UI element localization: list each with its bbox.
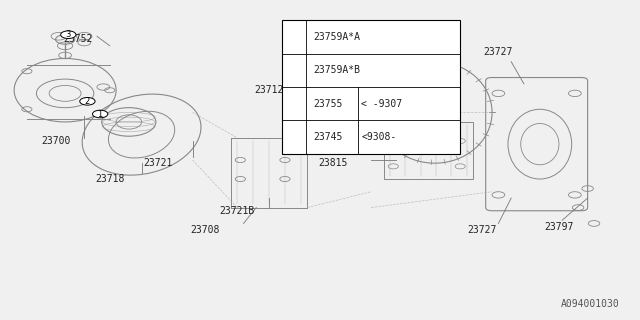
Text: 1: 1 — [97, 109, 103, 118]
Text: 23745: 23745 — [314, 132, 343, 142]
Text: 1: 1 — [291, 33, 296, 42]
Text: 23708: 23708 — [191, 225, 220, 235]
Circle shape — [61, 31, 76, 38]
Circle shape — [287, 67, 301, 74]
Text: 23830: 23830 — [420, 66, 449, 76]
Bar — [384, 122, 473, 179]
Text: 23721: 23721 — [143, 158, 172, 168]
Circle shape — [93, 110, 108, 118]
Text: A094001030: A094001030 — [561, 299, 620, 309]
Text: 2: 2 — [291, 66, 296, 75]
Text: 23754: 23754 — [344, 133, 373, 143]
Bar — [282, 20, 460, 154]
Text: 23759A*B: 23759A*B — [314, 65, 360, 76]
Text: 23727: 23727 — [468, 225, 497, 235]
Text: 23700: 23700 — [41, 136, 70, 146]
Circle shape — [80, 98, 95, 105]
Text: 23721B: 23721B — [220, 206, 255, 216]
Circle shape — [287, 34, 301, 41]
Text: 23815: 23815 — [318, 158, 348, 168]
Text: 23797: 23797 — [544, 222, 573, 232]
Text: 23759A*A: 23759A*A — [314, 32, 360, 42]
Text: 23712: 23712 — [254, 85, 284, 95]
Text: <9308-: <9308- — [362, 132, 397, 142]
Text: 3: 3 — [66, 30, 71, 39]
Text: 23718: 23718 — [95, 174, 124, 184]
Text: 23752: 23752 — [63, 35, 93, 44]
Text: 23755: 23755 — [314, 99, 343, 109]
Circle shape — [287, 100, 301, 107]
Text: < -9307: < -9307 — [362, 99, 403, 109]
Text: 2: 2 — [84, 97, 90, 106]
Text: 3: 3 — [291, 99, 296, 108]
Text: 23727: 23727 — [484, 47, 513, 57]
